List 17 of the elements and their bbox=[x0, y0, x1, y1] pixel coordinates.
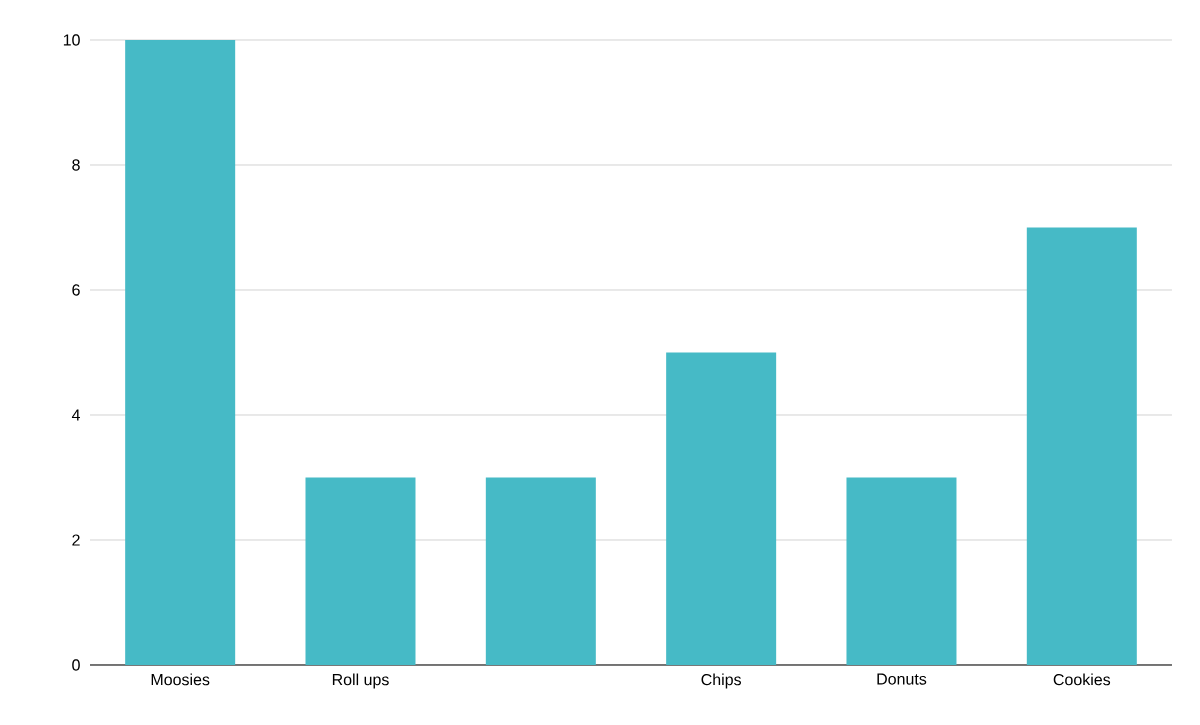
x-tick-label: Roll ups bbox=[332, 673, 389, 689]
y-tick-label: 8 bbox=[72, 159, 80, 171]
x-tick-label: Moosies bbox=[151, 673, 210, 686]
bar bbox=[485, 477, 596, 665]
bar bbox=[846, 477, 957, 665]
y-tick-label: 2 bbox=[72, 534, 80, 546]
y-tick-label: 6 bbox=[72, 284, 80, 296]
y-tick-label: 0 bbox=[72, 659, 80, 671]
x-tick-label: Chips bbox=[701, 673, 742, 689]
bar bbox=[666, 352, 777, 665]
bar bbox=[125, 39, 236, 665]
y-tick-label: 4 bbox=[71, 409, 80, 421]
bar bbox=[1026, 227, 1137, 665]
x-tick-label: Cookies bbox=[1053, 673, 1111, 686]
y-tick-label: 10 bbox=[63, 34, 80, 46]
bar bbox=[305, 477, 416, 665]
x-tick-label: Donuts bbox=[877, 673, 927, 685]
